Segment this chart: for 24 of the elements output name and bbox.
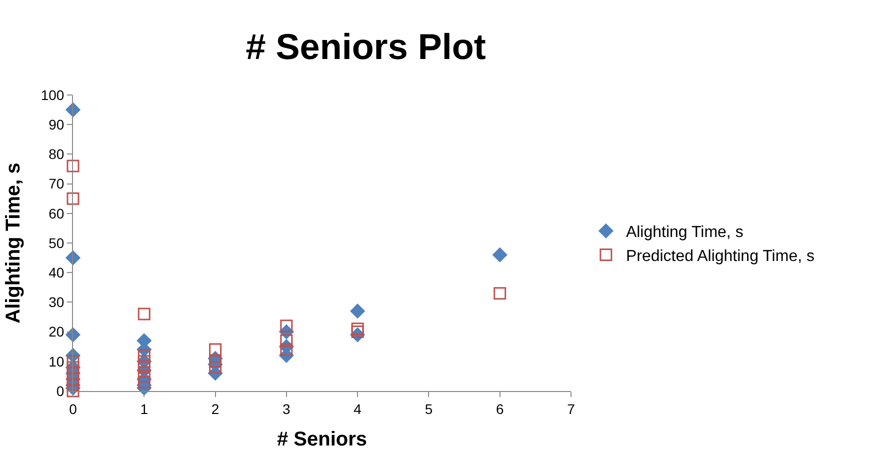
y-axis-title: Alighting Time, s	[2, 162, 24, 324]
x-tick-label: 6	[496, 400, 504, 417]
y-tick-label: 20	[48, 324, 64, 340]
y-tick-label: 50	[48, 234, 64, 251]
x-tick-label: 5	[424, 400, 433, 417]
x-tick-label: 4	[354, 400, 362, 417]
legend-label: Alighting Time, s	[626, 224, 744, 242]
y-tick-label: 90	[48, 116, 64, 132]
x-tick-label: 2	[211, 400, 220, 417]
x-tick-label: 7	[567, 400, 576, 417]
y-tick-label: 60	[48, 205, 64, 222]
x-tick-label: 3	[282, 400, 291, 417]
y-tick-label: 10	[48, 353, 64, 370]
y-tick-label: 80	[48, 146, 64, 162]
y-tick-label: 40	[48, 264, 64, 280]
y-tick-label: 30	[48, 294, 64, 310]
y-tick-label: 100	[40, 86, 64, 103]
x-tick-label: 0	[69, 400, 78, 417]
y-tick-label: 0	[56, 382, 64, 399]
x-tick-label: 1	[140, 400, 148, 417]
x-axis-title: # Seniors	[276, 428, 368, 450]
chart-title: # Seniors Plot	[246, 26, 486, 68]
y-tick-label: 70	[48, 176, 64, 192]
legend-label: Predicted Alighting Time, s	[626, 248, 814, 265]
